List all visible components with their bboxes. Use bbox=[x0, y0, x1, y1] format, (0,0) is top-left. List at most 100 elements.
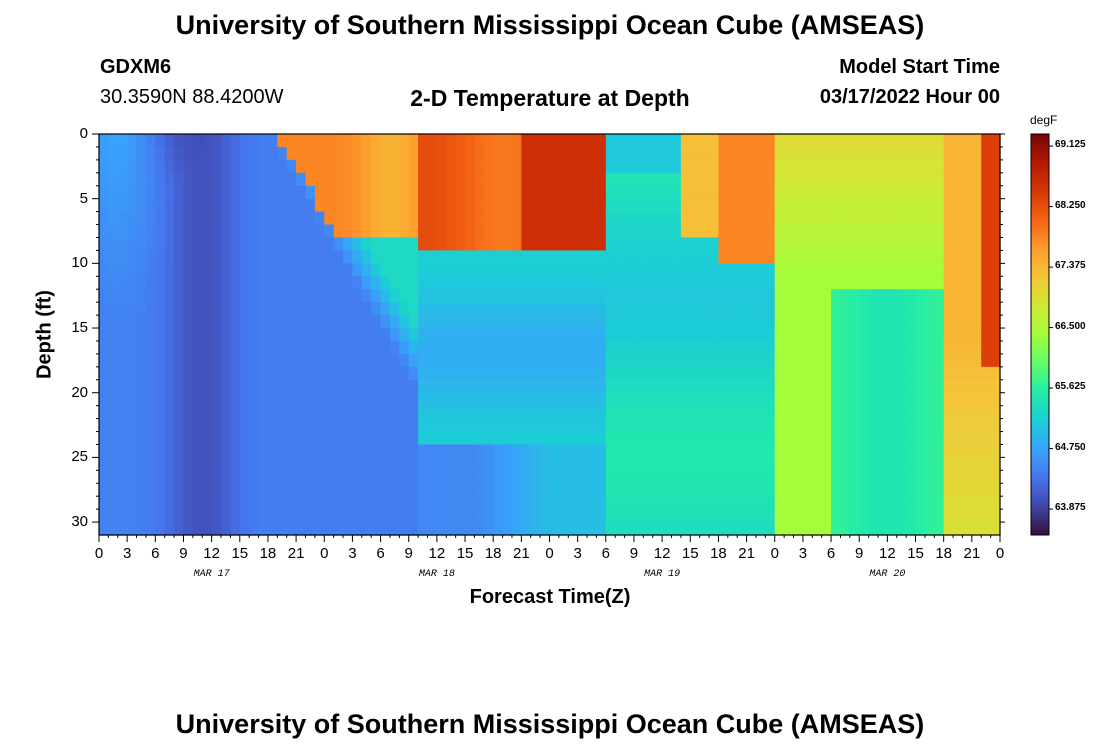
heatmap-cell bbox=[915, 276, 926, 290]
heatmap-cell bbox=[840, 418, 851, 433]
heatmap-cell bbox=[821, 392, 832, 407]
heatmap-cell bbox=[314, 315, 325, 329]
heatmap-cell bbox=[934, 405, 945, 420]
heatmap-cell bbox=[868, 340, 879, 355]
heatmap-cell bbox=[755, 444, 766, 458]
heatmap-cell bbox=[643, 328, 654, 342]
heatmap-cell bbox=[605, 483, 616, 497]
heatmap-cell bbox=[596, 276, 607, 290]
heatmap-cell bbox=[324, 276, 335, 290]
heatmap-cell bbox=[164, 263, 175, 277]
heatmap-cell bbox=[718, 185, 729, 200]
heatmap-cell bbox=[971, 509, 982, 523]
heatmap-cell bbox=[990, 263, 1001, 277]
heatmap-cell bbox=[511, 418, 522, 433]
x-day-label: MAR 18 bbox=[418, 569, 455, 580]
heatmap-cell bbox=[99, 366, 109, 381]
heatmap-cell bbox=[765, 302, 776, 316]
heatmap-cell bbox=[624, 431, 635, 446]
heatmap-cell bbox=[202, 418, 213, 433]
heatmap-cell bbox=[455, 198, 466, 213]
heatmap-cell bbox=[896, 405, 907, 420]
heatmap-cell bbox=[249, 457, 260, 471]
heatmap-cell bbox=[662, 431, 673, 446]
heatmap-cell bbox=[981, 146, 992, 161]
heatmap-cell bbox=[221, 172, 231, 187]
heatmap-cell bbox=[99, 198, 109, 213]
heatmap-cell bbox=[408, 431, 419, 446]
heatmap-cell bbox=[596, 353, 607, 368]
heatmap-cell bbox=[981, 405, 992, 420]
heatmap-cell bbox=[502, 146, 513, 161]
heatmap-cell bbox=[633, 457, 644, 471]
heatmap-cell bbox=[474, 509, 485, 523]
heatmap-cell bbox=[755, 198, 766, 213]
heatmap-cell bbox=[943, 483, 954, 497]
heatmap-cell bbox=[784, 198, 795, 213]
heatmap-cell bbox=[436, 353, 447, 368]
heatmap-cell bbox=[164, 496, 175, 510]
heatmap-cell bbox=[511, 522, 522, 536]
heatmap-cell bbox=[371, 134, 382, 148]
heatmap-cell bbox=[774, 185, 785, 200]
heatmap-cell bbox=[371, 431, 382, 446]
heatmap-cell bbox=[887, 431, 898, 446]
heatmap-cell bbox=[371, 328, 382, 342]
heatmap-cell bbox=[821, 340, 832, 355]
heatmap-cell bbox=[849, 237, 860, 252]
heatmap-cell bbox=[652, 444, 663, 458]
heatmap-cell bbox=[249, 198, 260, 213]
heatmap-cell bbox=[155, 172, 166, 187]
heatmap-cell bbox=[587, 263, 598, 277]
heatmap-cell bbox=[333, 366, 344, 381]
heatmap-cell bbox=[239, 159, 250, 174]
heatmap-cell bbox=[239, 211, 250, 226]
heatmap-cell bbox=[183, 405, 194, 420]
heatmap-cell bbox=[746, 172, 757, 187]
heatmap-cell bbox=[108, 198, 119, 213]
heatmap-cell bbox=[652, 302, 663, 316]
heatmap-cell bbox=[727, 211, 738, 226]
heatmap-cell bbox=[521, 198, 532, 213]
heatmap-cell bbox=[906, 224, 917, 239]
heatmap-cell bbox=[849, 302, 860, 316]
heatmap-cell bbox=[596, 237, 607, 252]
heatmap-cell bbox=[296, 470, 307, 484]
heatmap-cell bbox=[962, 328, 973, 342]
heatmap-cell bbox=[605, 146, 616, 161]
heatmap-cell bbox=[511, 237, 522, 252]
heatmap-cell bbox=[343, 405, 354, 420]
heatmap-cell bbox=[709, 315, 720, 329]
heatmap-cell bbox=[511, 457, 522, 471]
heatmap-cell bbox=[765, 366, 776, 381]
heatmap-cell bbox=[765, 509, 776, 523]
heatmap-cell bbox=[511, 276, 522, 290]
heatmap-cell bbox=[314, 198, 325, 213]
heatmap-cell bbox=[831, 353, 842, 368]
heatmap-cell bbox=[511, 392, 522, 407]
heatmap-cell bbox=[727, 444, 738, 458]
heatmap-cell bbox=[755, 340, 766, 355]
heatmap-cell bbox=[99, 418, 109, 433]
heatmap-cell bbox=[136, 483, 147, 497]
heatmap-cell bbox=[746, 379, 757, 394]
heatmap-cell bbox=[371, 315, 382, 329]
heatmap-cell bbox=[652, 509, 663, 523]
heatmap-cell bbox=[718, 444, 729, 458]
heatmap-cell bbox=[183, 224, 194, 239]
heatmap-cell bbox=[540, 340, 551, 355]
heatmap-cell bbox=[924, 509, 935, 523]
heatmap-cell bbox=[577, 457, 588, 471]
heatmap-cell bbox=[924, 198, 935, 213]
heatmap-cell bbox=[662, 340, 673, 355]
heatmap-cell bbox=[389, 496, 400, 510]
heatmap-cell bbox=[446, 276, 457, 290]
heatmap-cell bbox=[427, 509, 438, 523]
heatmap-cell bbox=[436, 405, 447, 420]
heatmap-cell bbox=[408, 250, 419, 264]
heatmap-cell bbox=[314, 431, 325, 446]
heatmap-cell bbox=[296, 159, 307, 174]
heatmap-cell bbox=[296, 431, 307, 446]
heatmap-cell bbox=[286, 289, 297, 303]
heatmap-cell bbox=[230, 509, 241, 523]
